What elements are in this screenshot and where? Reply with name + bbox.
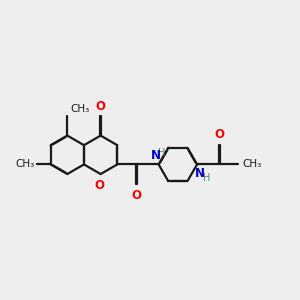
Text: CH₃: CH₃ (243, 159, 262, 170)
Text: N: N (195, 167, 205, 180)
Text: H: H (203, 172, 210, 183)
Text: CH₃: CH₃ (70, 103, 89, 114)
Text: O: O (94, 179, 104, 193)
Text: N: N (151, 149, 161, 162)
Text: CH₃: CH₃ (15, 159, 34, 170)
Text: O: O (96, 100, 106, 112)
Text: O: O (214, 128, 224, 141)
Text: O: O (131, 189, 142, 202)
Text: H: H (158, 148, 166, 158)
